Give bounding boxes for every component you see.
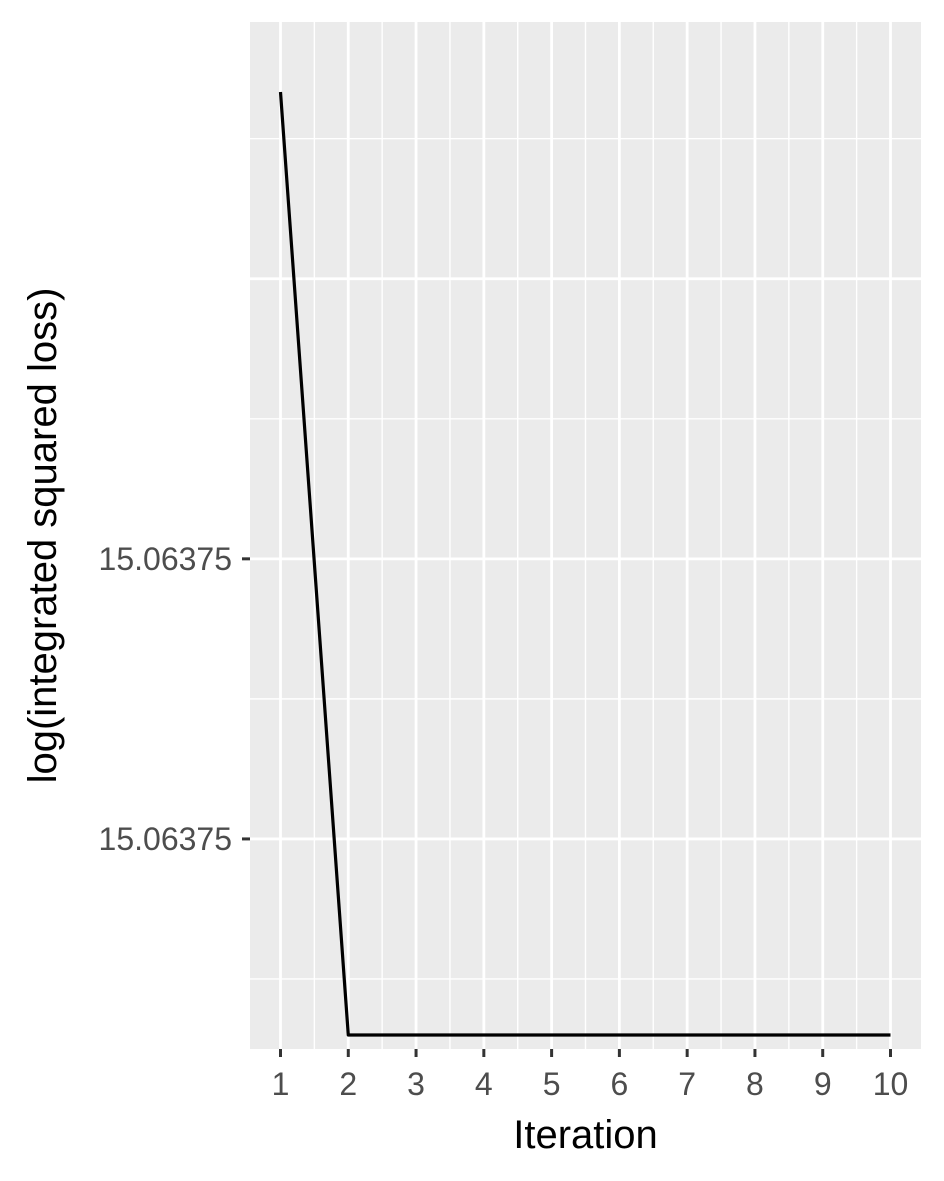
- x-tick-label: 1: [272, 1066, 290, 1102]
- x-tick-label: 2: [339, 1066, 357, 1102]
- x-tick-label: 3: [407, 1066, 425, 1102]
- x-tick-label: 8: [746, 1066, 764, 1102]
- x-tick-label: 5: [543, 1066, 561, 1102]
- x-axis-title: Iteration: [513, 1113, 658, 1157]
- y-axis: 15.06375 15.06375: [99, 541, 250, 857]
- x-tick-label: 6: [610, 1066, 628, 1102]
- x-tick-label: 4: [475, 1066, 493, 1102]
- y-tick-label: 15.06375: [99, 821, 232, 857]
- y-axis-title: log(integrated squared loss): [21, 288, 65, 784]
- x-tick-label: 7: [678, 1066, 696, 1102]
- x-tick-label: 10: [873, 1066, 909, 1102]
- minor-gridlines: [250, 22, 921, 1049]
- loss-line: [278, 91, 891, 1037]
- x-axis: 1 2 3 4 5 6 7 8 9 10: [272, 1049, 909, 1102]
- x-tick-label: 9: [814, 1066, 832, 1102]
- y-tick-label: 15.06375: [99, 541, 232, 577]
- major-gridlines: [250, 22, 921, 1049]
